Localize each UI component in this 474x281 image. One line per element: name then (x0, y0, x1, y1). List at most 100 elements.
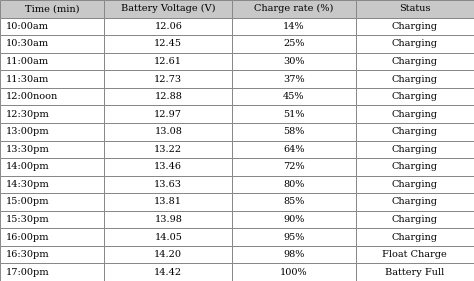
Text: 13:30pm: 13:30pm (6, 145, 49, 154)
Bar (104, 158, 232, 176)
Bar (104, 228, 232, 246)
Text: Charging: Charging (392, 233, 438, 242)
Text: Charging: Charging (392, 110, 438, 119)
Bar (0, 123, 104, 140)
Bar (356, 158, 474, 176)
Text: Charging: Charging (392, 215, 438, 224)
Text: 13.81: 13.81 (154, 198, 182, 207)
Bar (232, 140, 356, 158)
Bar (0, 35, 104, 53)
Text: Battery Voltage (V): Battery Voltage (V) (121, 4, 216, 13)
Text: 14%: 14% (283, 22, 305, 31)
Bar (0, 105, 104, 123)
Text: 13.08: 13.08 (155, 127, 182, 136)
Text: 13:00pm: 13:00pm (6, 127, 49, 136)
Text: 12.97: 12.97 (154, 110, 182, 119)
Text: Float Charge: Float Charge (383, 250, 447, 259)
Text: 17:00pm: 17:00pm (6, 268, 49, 277)
Bar (0, 0, 104, 17)
Text: 85%: 85% (283, 198, 305, 207)
Text: 64%: 64% (283, 145, 305, 154)
Bar (0, 53, 104, 70)
Bar (0, 158, 104, 176)
Text: Charging: Charging (392, 145, 438, 154)
Text: 58%: 58% (283, 127, 305, 136)
Bar (104, 35, 232, 53)
Text: 11:30am: 11:30am (6, 74, 49, 83)
Bar (0, 246, 104, 264)
Bar (232, 35, 356, 53)
Bar (104, 17, 232, 35)
Text: 80%: 80% (283, 180, 305, 189)
Bar (356, 193, 474, 211)
Text: 14:00pm: 14:00pm (6, 162, 49, 171)
Text: 98%: 98% (283, 250, 305, 259)
Text: 100%: 100% (280, 268, 308, 277)
Text: 11:00am: 11:00am (6, 57, 49, 66)
Bar (0, 193, 104, 211)
Bar (356, 228, 474, 246)
Text: Charging: Charging (392, 74, 438, 83)
Bar (232, 105, 356, 123)
Text: Battery Full: Battery Full (385, 268, 444, 277)
Bar (104, 70, 232, 88)
Bar (232, 211, 356, 228)
Text: Charging: Charging (392, 22, 438, 31)
Bar (356, 123, 474, 140)
Bar (104, 53, 232, 70)
Text: Charging: Charging (392, 127, 438, 136)
Bar (104, 193, 232, 211)
Bar (232, 53, 356, 70)
Bar (104, 264, 232, 281)
Text: 14:30pm: 14:30pm (6, 180, 49, 189)
Bar (0, 228, 104, 246)
Text: 14.42: 14.42 (154, 268, 182, 277)
Bar (0, 70, 104, 88)
Bar (0, 88, 104, 105)
Bar (232, 246, 356, 264)
Text: 12.61: 12.61 (154, 57, 182, 66)
Bar (356, 70, 474, 88)
Bar (232, 70, 356, 88)
Text: 10:00am: 10:00am (6, 22, 49, 31)
Text: Time (min): Time (min) (25, 4, 79, 13)
Text: 12.73: 12.73 (154, 74, 182, 83)
Bar (356, 17, 474, 35)
Bar (104, 105, 232, 123)
Text: Charging: Charging (392, 39, 438, 48)
Text: 13.46: 13.46 (154, 162, 182, 171)
Text: 14.05: 14.05 (155, 233, 182, 242)
Text: 12:30pm: 12:30pm (6, 110, 49, 119)
Bar (104, 176, 232, 193)
Text: 15:00pm: 15:00pm (6, 198, 49, 207)
Bar (232, 193, 356, 211)
Bar (356, 246, 474, 264)
Text: 12:00noon: 12:00noon (6, 92, 58, 101)
Text: 51%: 51% (283, 110, 305, 119)
Text: 16:00pm: 16:00pm (6, 233, 49, 242)
Bar (232, 88, 356, 105)
Bar (232, 17, 356, 35)
Bar (0, 211, 104, 228)
Text: 25%: 25% (283, 39, 305, 48)
Text: Charging: Charging (392, 57, 438, 66)
Text: Charging: Charging (392, 162, 438, 171)
Text: 72%: 72% (283, 162, 305, 171)
Bar (232, 264, 356, 281)
Bar (356, 0, 474, 17)
Bar (356, 53, 474, 70)
Text: Charging: Charging (392, 180, 438, 189)
Bar (0, 176, 104, 193)
Bar (104, 140, 232, 158)
Text: 14.20: 14.20 (154, 250, 182, 259)
Bar (356, 176, 474, 193)
Bar (232, 123, 356, 140)
Bar (0, 264, 104, 281)
Text: 45%: 45% (283, 92, 305, 101)
Text: 12.45: 12.45 (154, 39, 182, 48)
Bar (356, 264, 474, 281)
Bar (232, 228, 356, 246)
Bar (232, 158, 356, 176)
Bar (356, 35, 474, 53)
Bar (232, 176, 356, 193)
